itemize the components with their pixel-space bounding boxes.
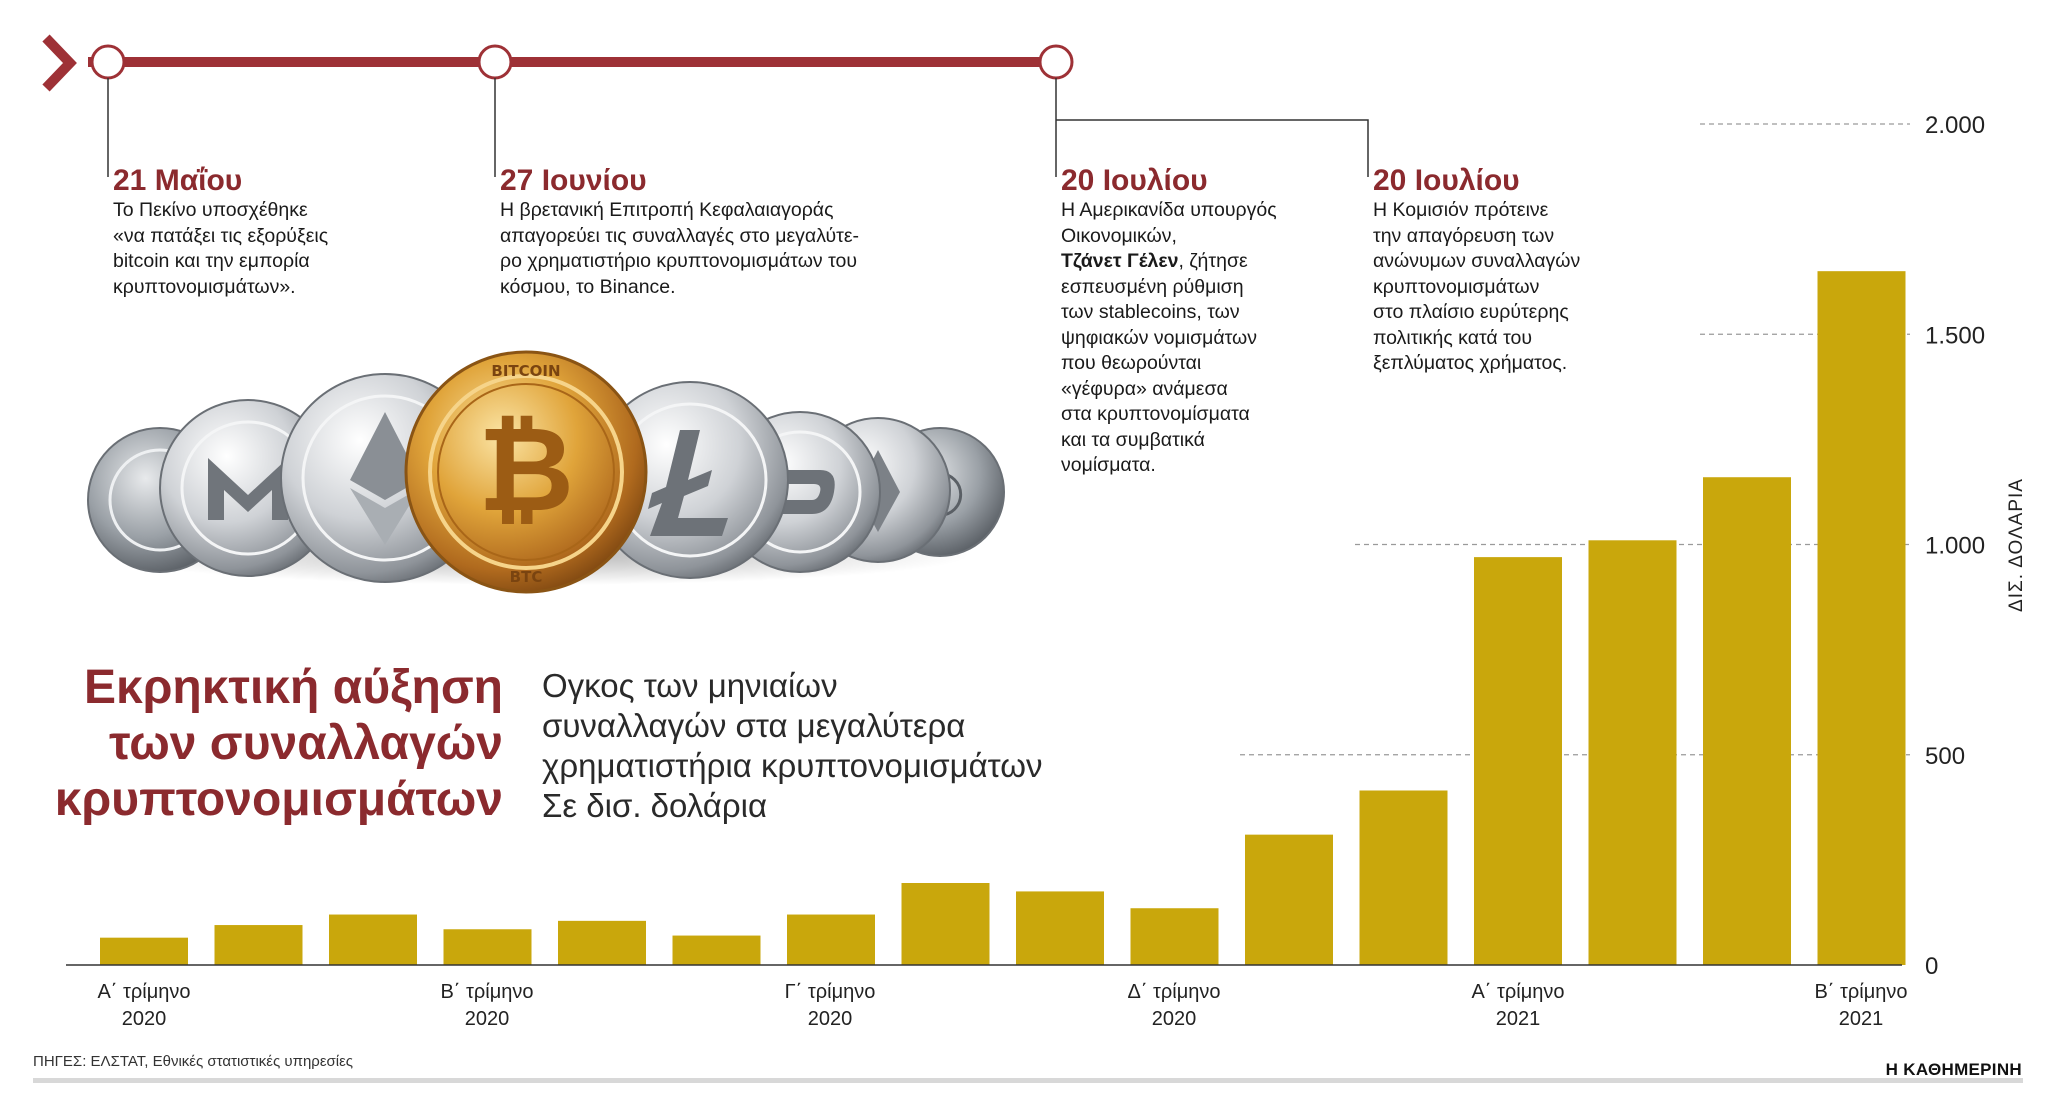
bar [100,937,188,965]
event-description: Η Κομισιόν πρότεινε την απαγόρευση των α… [1373,199,1581,374]
x-tick-label: 2020 [1152,1008,1197,1030]
publisher-logo: Η ΚΑΘΗΜΕΡΙΝΗ [1885,1060,2022,1079]
x-tick-label: Β΄ τρίμηνο [440,981,533,1003]
bar [1359,790,1448,965]
bar [558,920,646,965]
x-tick-label: Δ΄ τρίμηνο [1127,981,1220,1003]
timeline-bar [88,57,1050,67]
x-tick-label: 2020 [122,1008,167,1030]
person-name: Τζάνετ Γέλεν [1061,250,1179,272]
bar [1130,908,1219,965]
y-tick-label: 1.500 [1925,322,1985,349]
timeline-event-4: 20 Ιουλίου Η Κομισιόν πρότεινε την απαγό… [1373,164,1673,377]
timeline-marker [90,44,126,80]
bitcoin-symbol: ₿ [478,400,574,538]
timeline [42,34,1369,177]
event-date: 20 Ιουλίου [1061,164,1208,197]
event-description: Η βρετανική Επιτροπή Κεφαλαιαγοράς απαγο… [500,199,860,298]
x-tick-label: 2021 [1839,1008,1884,1030]
y-tick-labels: 0 500 1.000 1.500 2.000 [1925,112,1985,980]
footer-divider [33,1078,2023,1083]
timeline-connector [1056,119,1369,177]
y-tick-label: 1.000 [1925,533,1985,560]
y-tick-label: 500 [1925,743,1965,770]
coin-litecoin [591,381,789,579]
y-axis-label: ΔΙΣ. ΔΟΛΑΡΙΑ [2006,478,2027,612]
bitcoin-coin-top-label: BITCOIN [491,362,560,380]
event-date: 20 Ιουλίου [1373,164,1520,197]
x-tick-label: 2020 [808,1008,853,1030]
bar [1016,891,1104,965]
bar [1245,834,1333,965]
x-tick-label: 2021 [1496,1008,1541,1030]
bar [214,925,303,965]
bar [787,914,875,965]
timeline-event-2: 27 Ιουνίου Η βρετανική Επιτροπή Κεφαλαια… [500,164,980,300]
event-description: Το Πεκίνο υποσχέθηκε «να πατάξει τις εξο… [113,199,329,298]
chart-title: Εκρηκτική αύξηση των συναλλαγών κρυπτονο… [54,661,503,826]
chart-subtitle: Ογκος των μηνιαίων συναλλαγών στα μεγαλύ… [542,667,1043,824]
timeline-event-3: 20 Ιουλίου Η Αμερικανίδα υπουργός Οικονο… [1061,164,1361,479]
x-tick-label: Β΄ τρίμηνο [1814,981,1907,1003]
event-description: Η Αμερικανίδα υπουργός Οικονομικών, Τζάν… [1061,199,1277,476]
chevron-right-icon [42,34,77,92]
bar [1817,271,1906,965]
bar [443,929,532,965]
timeline-marker [477,44,513,80]
y-tick-label: 2.000 [1925,112,1985,139]
bitcoin-coin-bottom-label: BTC [510,568,543,586]
bar [1474,557,1562,965]
x-tick-label: Γ΄ τρίμηνο [785,981,876,1003]
x-tick-label: Α΄ τρίμηνο [97,981,190,1003]
bar-chart: 0 500 1.000 1.500 2.000 Α΄ τρίμηνο 2020 Β΄ τρί… [66,112,2027,1030]
chart-bars [100,271,1906,965]
crypto-coins-image: ⓓ ₿ [87,350,1005,594]
x-tick-label: Α΄ τρίμηνο [1471,981,1564,1003]
event-date: 21 Μαΐου [113,164,243,197]
timeline-marker [1038,44,1074,80]
bar [672,935,761,965]
timeline-event-1: 21 Μαΐου Το Πεκίνο υποσχέθηκε «να πατάξε… [113,164,443,300]
x-tick-labels: Α΄ τρίμηνο 2020 Β΄ τρίμηνο 2020 Γ΄ τρίμηνο 20… [97,981,1907,1030]
y-tick-label: 0 [1925,953,1938,980]
source-note: ΠΗΓΕΣ: ΕΛΣΤΑΤ, Εθνικές στατιστικές υπηρε… [33,1053,354,1070]
x-tick-label: 2020 [465,1008,510,1030]
coin-bitcoin: ₿ BITCOIN BTC [404,350,648,594]
bar [1703,477,1791,965]
bar [1588,540,1677,965]
event-date: 27 Ιουνίου [500,164,647,197]
bar [901,883,990,965]
bar [329,914,417,965]
